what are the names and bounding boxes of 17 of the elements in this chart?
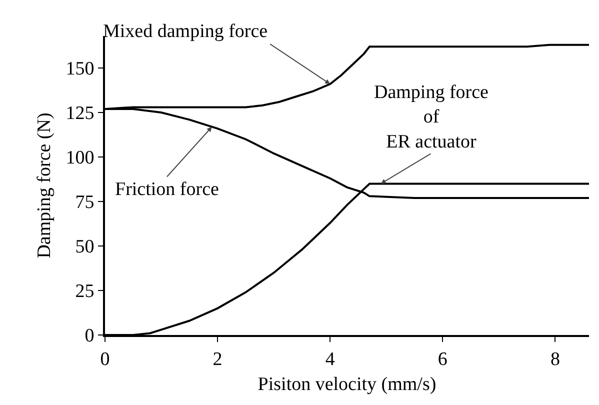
- y-tick-label: 25: [75, 281, 94, 302]
- x-tick-label: 8: [550, 348, 560, 370]
- annotation: Mixed damping force: [103, 21, 268, 42]
- annotation: Friction force: [115, 179, 219, 200]
- x-tick-label: 0: [100, 348, 110, 370]
- x-axis-title: Pisiton velocity (mm/s): [258, 374, 436, 396]
- annotation: Damping force of ER actuator: [374, 82, 488, 152]
- y-tick-label: 100: [66, 148, 94, 169]
- y-tick-label: 150: [66, 58, 94, 80]
- y-tick-label: 0: [84, 326, 94, 347]
- x-tick-label: 6: [438, 348, 448, 370]
- x-tick-label: 4: [325, 348, 336, 370]
- y-tick-label: 125: [66, 103, 94, 124]
- y-tick-label: 75: [75, 192, 94, 214]
- y-axis-title: Damping force (N): [34, 112, 56, 258]
- y-tick-label: 50: [75, 236, 94, 258]
- x-tick-label: 2: [212, 348, 222, 370]
